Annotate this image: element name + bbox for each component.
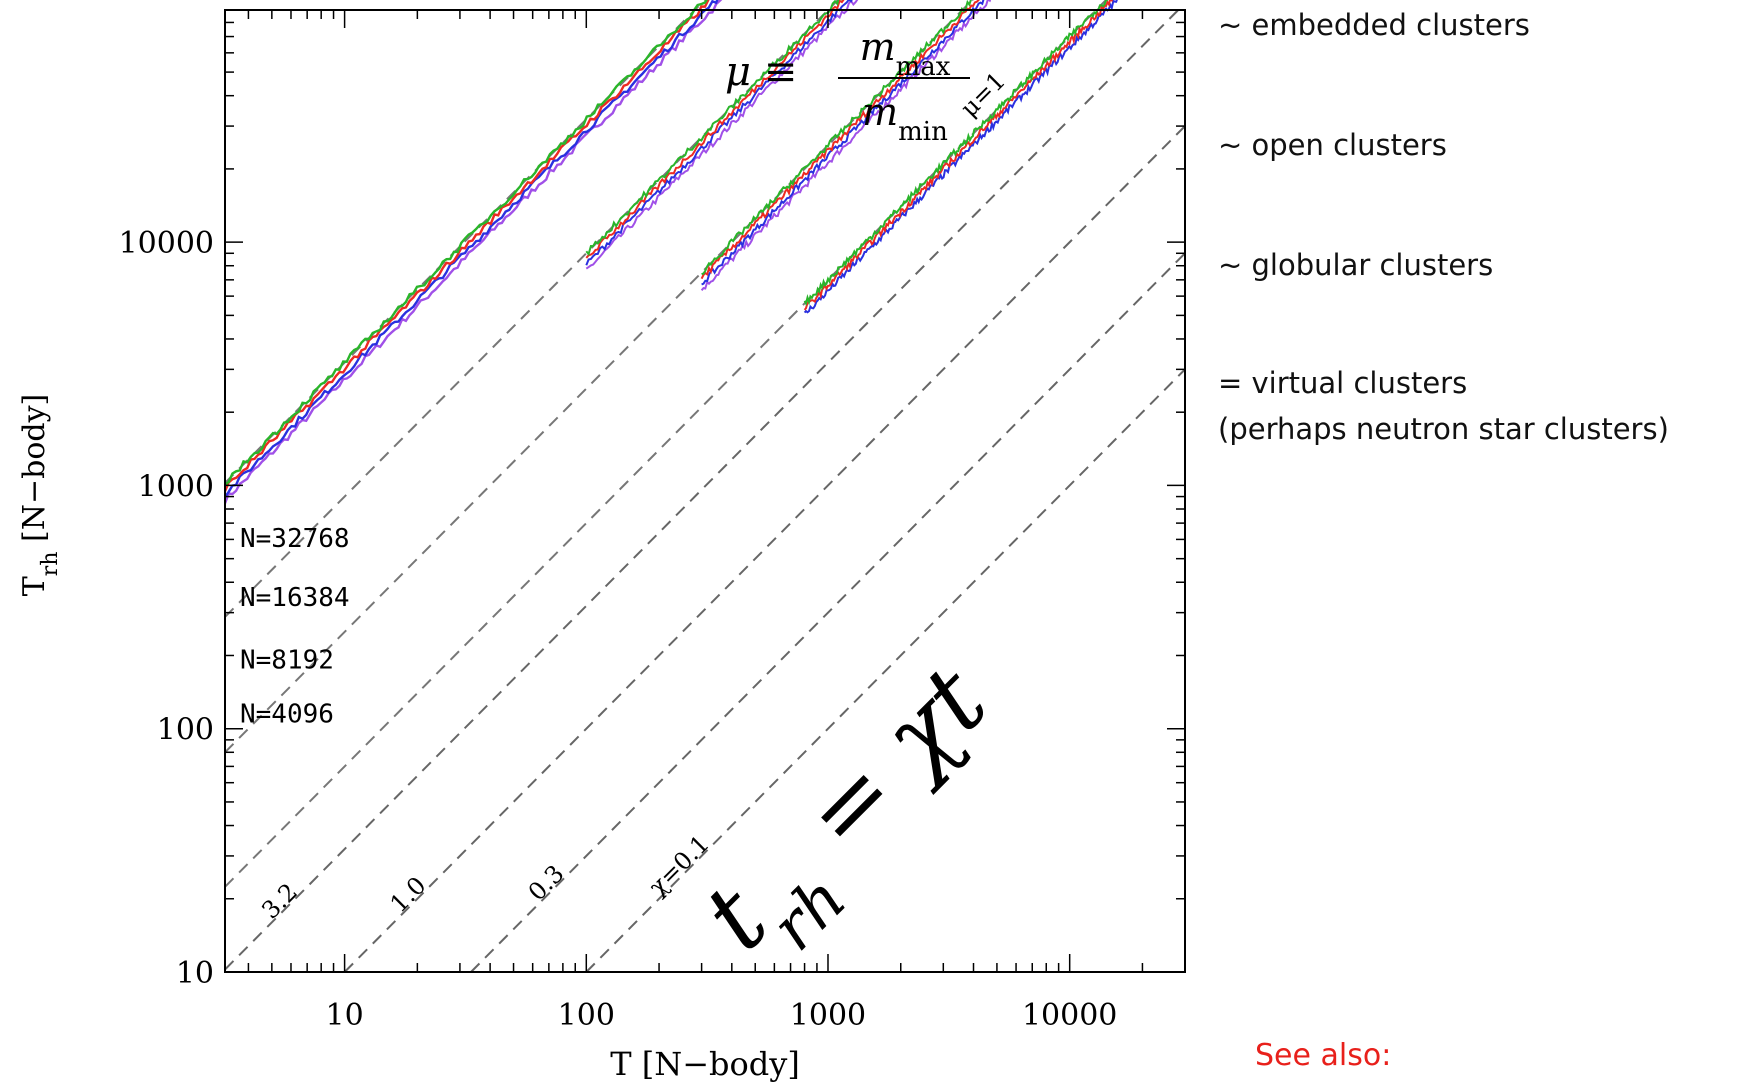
x-tick-label: 10000	[1022, 998, 1117, 1033]
chi-line	[470, 252, 1186, 973]
series-line	[585, 0, 845, 259]
side-note-embedded: ~ embedded clusters	[1218, 8, 1530, 42]
series-line	[803, 0, 1118, 314]
plot-frame	[224, 9, 1186, 973]
x-axis-label: T [N−body]	[610, 1045, 800, 1083]
series-line	[223, 0, 710, 492]
mu-line	[224, 0, 1108, 888]
y-tick-label: 10	[176, 956, 214, 991]
chi-line	[343, 125, 1186, 973]
x-tick-label: 1000	[790, 998, 866, 1033]
series-line	[700, 0, 980, 280]
series-label: N=32768	[240, 524, 350, 554]
x-tick-label: 10	[326, 998, 364, 1033]
axis-ticks	[225, 9, 1186, 973]
series-line	[585, 0, 859, 270]
series-line	[224, 0, 708, 486]
mu-line	[224, 0, 974, 753]
chi-line	[585, 368, 1186, 973]
chi-label: 1.0	[385, 871, 432, 918]
side-note-globular: ~ globular clusters	[1218, 248, 1494, 282]
y-axis-label: Trh [N−body]	[17, 394, 63, 596]
chi-reference-lines	[224, 9, 1186, 973]
side-note-neutron: (perhaps neutron star clusters)	[1218, 412, 1669, 446]
series-line	[585, 0, 853, 266]
chi-label: 3.2	[256, 878, 303, 925]
chi-label: 0.3	[523, 860, 570, 907]
side-note-virtual: = virtual clusters	[1218, 366, 1468, 400]
y-tick-label: 10000	[119, 226, 214, 261]
relation-annotation: trh = χt	[682, 645, 1029, 992]
series-line	[700, 0, 992, 291]
series-line	[701, 0, 985, 286]
y-tick-label: 1000	[138, 469, 214, 504]
formula-denominator: mmin	[862, 90, 948, 147]
series-label: N=4096	[240, 699, 334, 729]
series-line	[585, 0, 843, 257]
y-tick-label: 100	[157, 713, 214, 748]
x-tick-label: 100	[558, 998, 615, 1033]
series-line	[803, 0, 1109, 307]
see-also-label: See also:	[1255, 1038, 1392, 1073]
mu-line	[224, 0, 840, 618]
series-label: N=16384	[240, 583, 350, 613]
side-note-open: ~ open clusters	[1218, 128, 1447, 162]
series-line	[701, 0, 978, 276]
series-label: N=8192	[240, 645, 334, 675]
formula-mu: μ ≡	[725, 49, 797, 95]
chi-line	[224, 9, 1179, 971]
series-line	[223, 0, 723, 504]
series-group	[223, 0, 1118, 504]
